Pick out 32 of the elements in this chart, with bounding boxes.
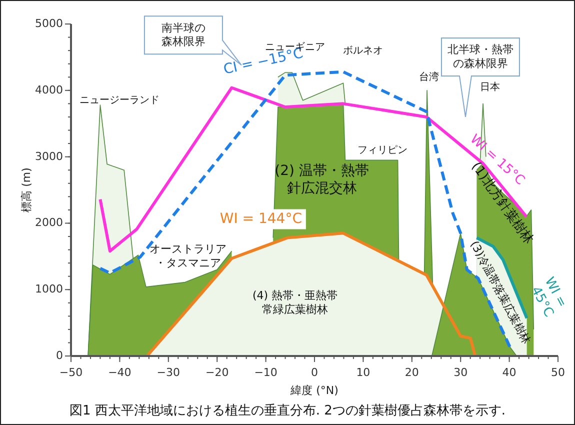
- y-tick-label: 2000: [35, 216, 63, 230]
- annotation: 日本: [480, 80, 500, 93]
- x-tick-label: −50: [59, 366, 83, 380]
- annotation: 台湾: [418, 70, 439, 83]
- x-tick-label: −10: [254, 366, 278, 380]
- x-tick-label: 20: [404, 366, 419, 380]
- x-tick-label: 30: [454, 366, 468, 380]
- x-tick-label: 0: [311, 366, 318, 380]
- x-tick-label: 50: [551, 366, 565, 380]
- y-tick-label: 3000: [35, 150, 63, 163]
- annotation: ニュージーランド: [80, 95, 160, 106]
- caption: 図1 西太平洋地域における植生の垂直分布. 2つの針葉樹優占森林帯を示す.: [69, 404, 506, 419]
- annotation: (4) 熱帯・亜熱帯常緑広葉樹林: [252, 289, 338, 316]
- y-tick-label: 4000: [35, 83, 63, 96]
- series-label: WI = 144°C: [220, 211, 302, 228]
- annotation: オーストラリア・タスマニア: [149, 242, 226, 270]
- x-tick-label: 10: [356, 366, 370, 380]
- x-tick-label: −20: [205, 366, 229, 380]
- annotation: (2) 温帯・熱帯針広混交林: [274, 163, 369, 197]
- annotation: ボルネオ: [343, 45, 384, 56]
- x-tick-label: −30: [156, 366, 180, 380]
- annotation: 北半球・熱帯の森林限界: [447, 43, 514, 70]
- x-axis-title: 緯度 (°N): [290, 384, 338, 398]
- y-tick-label: 5000: [35, 17, 63, 30]
- x-tick-label: −40: [108, 366, 132, 380]
- y-tick-label: 0: [56, 349, 63, 362]
- text: WI = 45°C: [526, 274, 570, 320]
- annotation: フィリピン: [358, 144, 408, 156]
- y-axis-title: 標高 (m): [20, 168, 34, 212]
- x-tick-label: 40: [502, 366, 516, 380]
- y-tick-label: 1000: [35, 282, 63, 296]
- annotation: 南半球の森林限界: [161, 21, 206, 48]
